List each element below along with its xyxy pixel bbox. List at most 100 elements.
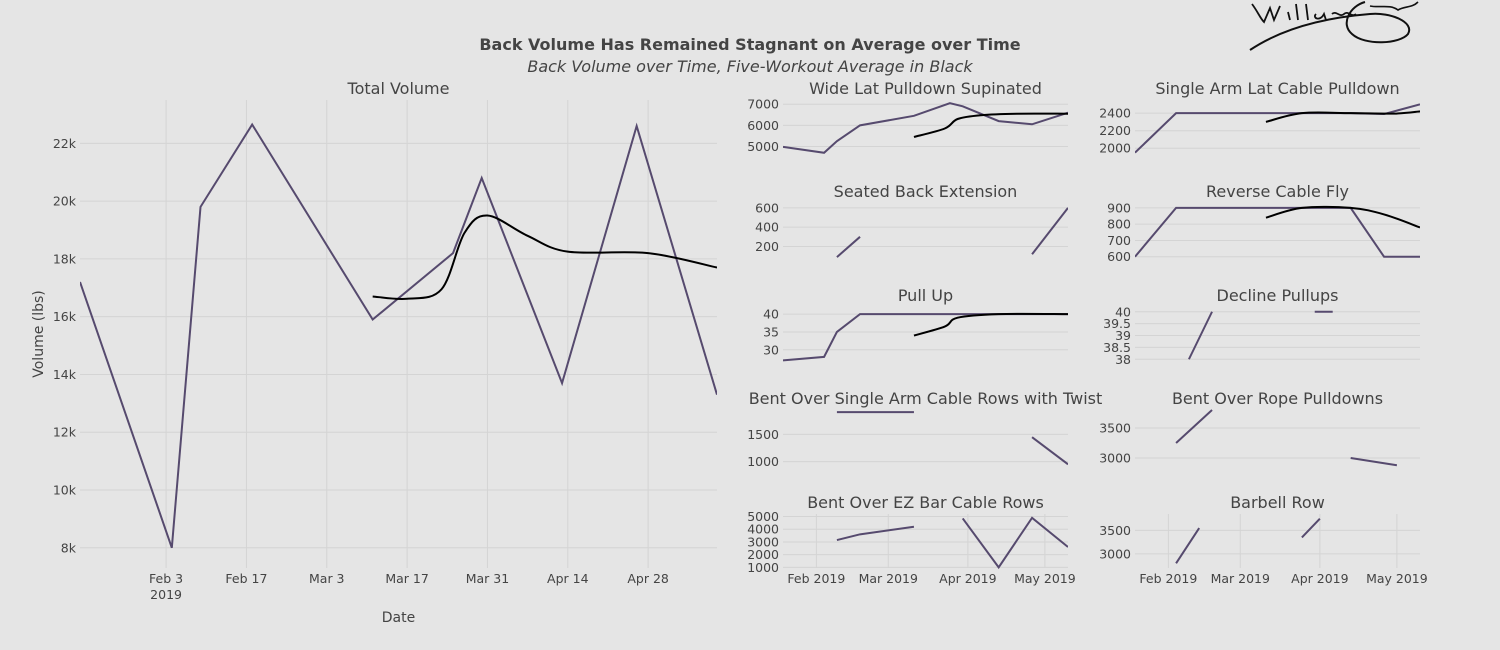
average-line-pull-up xyxy=(913,312,1068,337)
volume-line-wide-lat xyxy=(783,102,1068,154)
panel-title: Seated Back Extension xyxy=(834,182,1018,201)
y-tick-label: 700 xyxy=(1107,233,1131,248)
volume-line-bent-rope xyxy=(1175,409,1213,444)
x-axis-label: Date xyxy=(382,610,415,626)
y-axis-label: Volume (lbs) xyxy=(31,290,47,378)
y-tick-label: 40 xyxy=(1115,304,1131,319)
panel-bent-rope: 3000 3500 Bent Over Rope Pulldowns xyxy=(1099,389,1420,467)
x-tick-label: Apr 14 xyxy=(547,571,589,586)
y-tick-label: 4000 xyxy=(747,522,779,537)
x-tick-label: May 2019 xyxy=(1366,571,1428,586)
volume-line-total xyxy=(80,122,717,549)
y-tick-label: 400 xyxy=(755,220,779,235)
y-tick-label: 5000 xyxy=(747,139,779,154)
panel-title: Bent Over Single Arm Cable Rows with Twi… xyxy=(749,389,1103,408)
figure-title: Back Volume Has Remained Stagnant on Ave… xyxy=(479,35,1020,54)
y-tick-label: 2000 xyxy=(747,547,779,562)
y-tick-label: 14k xyxy=(53,367,77,382)
volume-line-barbell-row xyxy=(1301,518,1321,539)
y-tick-label: 200 xyxy=(755,239,779,254)
x-tick-label: May 2019 xyxy=(1014,571,1076,586)
y-tick-label: 35 xyxy=(763,324,779,339)
panel-title: Reverse Cable Fly xyxy=(1206,182,1349,201)
volume-line-reverse-fly xyxy=(1135,206,1420,258)
y-tick-label: 600 xyxy=(1107,249,1131,264)
y-tick-label: 1500 xyxy=(747,427,779,442)
y-tick-label: 6000 xyxy=(747,118,779,133)
volume-line-pull-up xyxy=(783,313,1068,362)
x-tick-label: Feb 17 xyxy=(225,571,267,586)
average-line-single-arm-lat xyxy=(1265,110,1420,123)
y-tick-label: 800 xyxy=(1107,217,1131,232)
x-tick-sublabel: 2019 xyxy=(150,587,182,602)
y-tick-label: 2400 xyxy=(1099,106,1131,121)
volume-line-bent-single-arm xyxy=(1031,436,1068,466)
y-tick-label: 39 xyxy=(1115,328,1131,343)
x-tick-label: Mar 2019 xyxy=(859,571,918,586)
y-tick-label: 8k xyxy=(61,540,77,555)
y-tick-label: 3500 xyxy=(1099,523,1131,538)
y-tick-label: 3000 xyxy=(1099,451,1131,466)
volume-line-single-arm-lat xyxy=(1135,103,1420,154)
y-tick-label: 900 xyxy=(1107,200,1131,215)
panel-pull-up: 30 35 40 Pull Up xyxy=(763,286,1068,362)
panel-barbell-row: 3000 3500 Feb 2019 Mar 2019 Apr 2019 May 2019… xyxy=(1099,493,1428,586)
x-tick-label: Apr 2019 xyxy=(1291,571,1348,586)
y-tick-label: 2000 xyxy=(1099,141,1131,156)
panel-wide-lat: 5000 6000 7000 Wide Lat Pulldown Supinated xyxy=(747,79,1068,154)
y-tick-label: 38.5 xyxy=(1103,340,1131,355)
volume-line-bent-rope xyxy=(1350,457,1398,467)
y-tick-label: 12k xyxy=(53,425,77,440)
signature-logo xyxy=(1249,1,1419,51)
y-tick-label: 20k xyxy=(53,194,77,209)
x-tick-label: Mar 31 xyxy=(466,571,509,586)
y-tick-label: 39.5 xyxy=(1103,316,1131,331)
y-tick-label: 2200 xyxy=(1099,123,1131,138)
y-tick-label: 10k xyxy=(53,483,77,498)
average-line-total xyxy=(372,214,717,301)
panel-title: Bent Over Rope Pulldowns xyxy=(1172,389,1383,408)
x-tick-label: Apr 28 xyxy=(627,571,669,586)
y-tick-label: 22k xyxy=(53,136,77,151)
y-tick-label: 600 xyxy=(755,200,779,215)
volume-line-seated-back xyxy=(836,236,861,258)
x-tick-label: Feb 2019 xyxy=(1139,571,1197,586)
volume-line-bent-ez xyxy=(961,516,1068,570)
y-tick-label: 5000 xyxy=(747,509,779,524)
panel-title: Barbell Row xyxy=(1230,493,1325,512)
figure-subtitle: Back Volume over Time, Five-Workout Aver… xyxy=(527,57,973,76)
y-tick-label: 3000 xyxy=(747,534,779,549)
volume-line-seated-back xyxy=(1031,207,1068,255)
y-tick-label: 3000 xyxy=(1099,546,1131,561)
y-tick-label: 7000 xyxy=(747,97,779,112)
x-tick-label: Apr 2019 xyxy=(939,571,996,586)
x-tick-label: Mar 3 xyxy=(309,571,345,586)
panel-title: Single Arm Lat Cable Pulldown xyxy=(1155,79,1399,98)
y-tick-label: 3500 xyxy=(1099,421,1131,436)
volume-line-bent-ez xyxy=(836,525,915,542)
volume-line-barbell-row xyxy=(1175,527,1201,564)
x-tick-label: Mar 2019 xyxy=(1211,571,1270,586)
panel-seated-back: 200 400 600 Seated Back Extension xyxy=(755,182,1068,258)
x-tick-label: Feb 2019 xyxy=(787,571,845,586)
y-tick-label: 1000 xyxy=(747,560,779,575)
y-tick-label: 16k xyxy=(53,309,77,324)
y-tick-label: 18k xyxy=(53,251,77,266)
y-tick-label: 38 xyxy=(1115,352,1131,367)
panel-title: Pull Up xyxy=(898,286,953,305)
panel-title: Wide Lat Pulldown Supinated xyxy=(809,79,1042,98)
volume-line-decline-pullups xyxy=(1188,311,1213,360)
panel-title: Decline Pullups xyxy=(1217,286,1339,305)
panel-title: Bent Over EZ Bar Cable Rows xyxy=(807,493,1044,512)
y-tick-label: 40 xyxy=(763,307,779,322)
average-line-reverse-fly xyxy=(1265,205,1420,229)
panel-bent-single-arm: 1000 1500 Bent Over Single Arm Cable Rows … xyxy=(747,389,1102,469)
x-tick-label: Mar 17 xyxy=(385,571,428,586)
y-tick-label: 1000 xyxy=(747,454,779,469)
panel-single-arm-lat: 2000 2200 2400 Single Arm Lat Cable Pulldow… xyxy=(1099,79,1420,156)
